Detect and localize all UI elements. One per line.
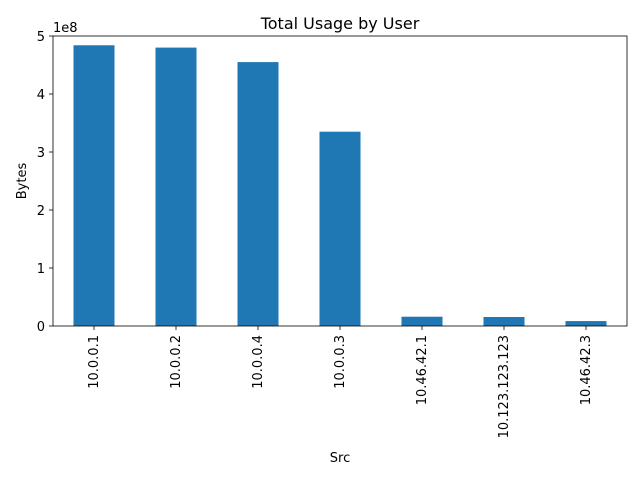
y-tick-label: 3 xyxy=(37,146,45,161)
y-axis-label: Bytes xyxy=(15,163,30,200)
y-axis-offset-label: 1e8 xyxy=(53,21,78,36)
y-ticks-group: 0 1 2 3 4 5 xyxy=(37,30,53,335)
x-tick-label: 10.0.0.4 xyxy=(251,335,266,389)
x-tick-label: 10.0.0.1 xyxy=(87,335,102,389)
x-axis-label: Src xyxy=(330,451,350,466)
x-tick-label: 10.123.123.123 xyxy=(497,335,512,438)
bar xyxy=(483,317,525,326)
x-ticks-group: 10.0.0.1 10.0.0.2 10.0.0.4 10.0.0.3 10.46.42… xyxy=(87,326,594,438)
x-tick-label: 10.0.0.2 xyxy=(169,335,184,389)
x-tick-label: 10.46.42.1 xyxy=(415,335,430,405)
bar xyxy=(155,47,197,326)
bar xyxy=(237,62,279,326)
bars-group xyxy=(73,45,607,326)
axes-frame xyxy=(52,35,628,327)
y-tick-label: 2 xyxy=(37,204,45,219)
bar xyxy=(73,45,115,326)
chart-title: Total Usage by User xyxy=(260,14,420,33)
x-tick-label: 10.46.42.3 xyxy=(579,335,594,405)
y-tick-label: 0 xyxy=(37,320,45,335)
bar xyxy=(401,316,443,326)
y-tick-label: 5 xyxy=(37,30,45,45)
bar xyxy=(319,131,361,326)
y-tick-label: 4 xyxy=(37,88,45,103)
y-tick-label: 1 xyxy=(37,262,45,277)
x-tick-label: 10.0.0.3 xyxy=(333,335,348,389)
bar xyxy=(565,321,607,326)
